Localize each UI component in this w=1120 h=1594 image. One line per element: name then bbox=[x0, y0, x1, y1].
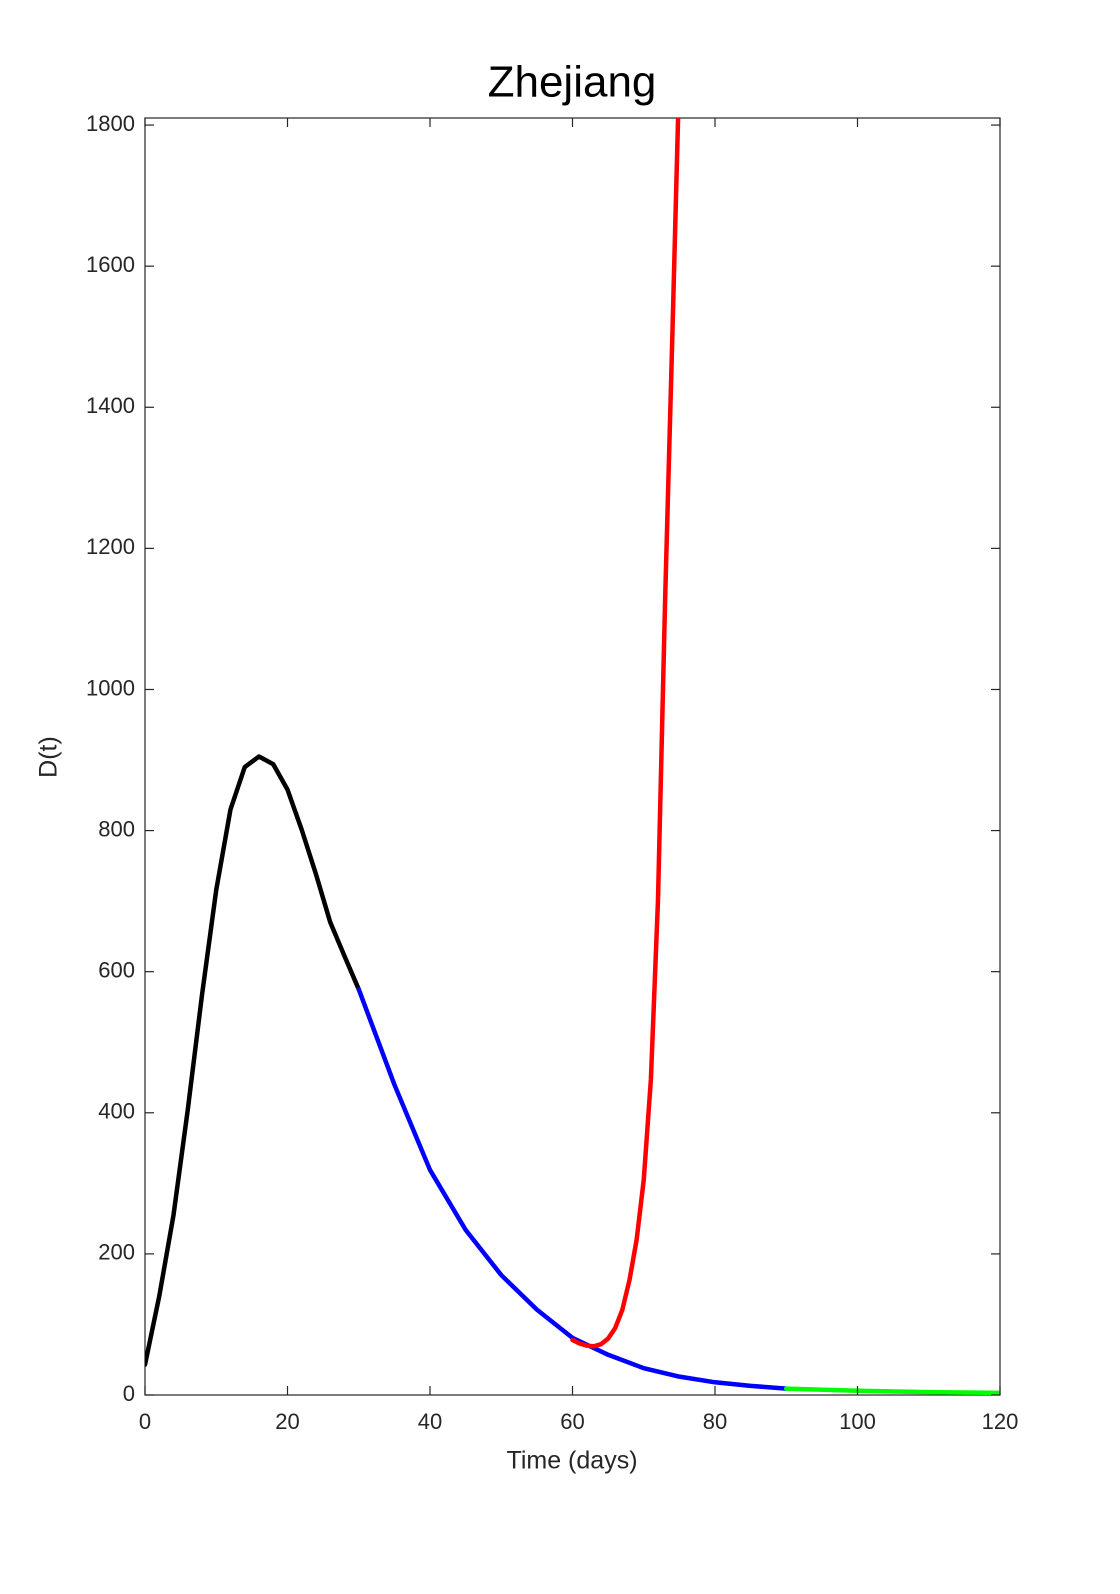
x-tick-label: 120 bbox=[982, 1409, 1019, 1434]
y-tick-label: 1200 bbox=[86, 534, 135, 559]
data-line bbox=[784, 1386, 1000, 1395]
data-line bbox=[145, 754, 361, 1367]
y-tick-label: 1000 bbox=[86, 675, 135, 700]
y-tick-label: 600 bbox=[98, 957, 135, 982]
chart-title: Zhejiang bbox=[488, 58, 657, 107]
x-tick-label: 100 bbox=[839, 1409, 876, 1434]
plot-frame bbox=[144, 117, 1001, 1396]
x-tick-label: 60 bbox=[560, 1409, 584, 1434]
y-tick-label: 1800 bbox=[86, 111, 135, 136]
data-line bbox=[570, 118, 681, 1349]
plot-lines bbox=[145, 118, 1000, 1395]
x-tick-label: 20 bbox=[275, 1409, 299, 1434]
y-axis-label: D(t) bbox=[35, 736, 63, 778]
x-tick-label: 40 bbox=[418, 1409, 442, 1434]
y-tick-label: 1600 bbox=[86, 252, 135, 277]
x-tick-label: 80 bbox=[703, 1409, 727, 1434]
x-tick-label: 0 bbox=[139, 1409, 151, 1434]
x-axis-label: Time (days) bbox=[506, 1447, 637, 1475]
y-tick-label: 0 bbox=[123, 1381, 135, 1406]
y-tick-label: 200 bbox=[98, 1240, 135, 1265]
y-tick-label: 800 bbox=[98, 816, 135, 841]
y-tick-label: 400 bbox=[98, 1099, 135, 1124]
y-tick-label: 1400 bbox=[86, 393, 135, 418]
